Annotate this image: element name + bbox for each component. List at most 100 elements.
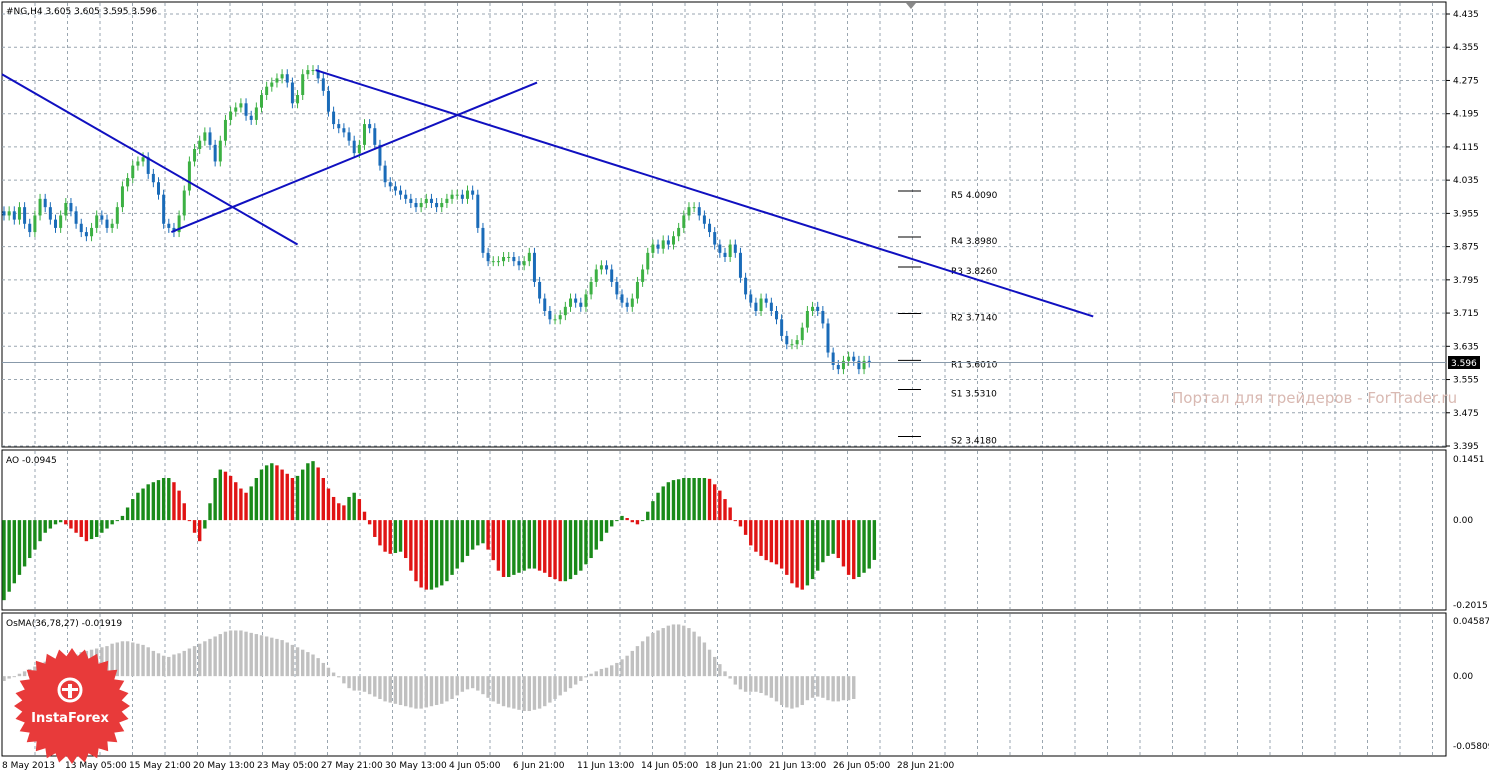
ao-bar — [594, 520, 598, 550]
osma-bar — [264, 636, 269, 677]
candle-body — [666, 240, 670, 245]
osma-bar — [491, 676, 495, 702]
ao-bar — [810, 520, 815, 580]
osma-bar — [115, 642, 119, 677]
ao-bar — [846, 520, 851, 575]
candle-body — [754, 302, 758, 311]
trendline[interactable] — [1, 73, 299, 246]
ao-bar — [136, 492, 140, 521]
ao-bar — [630, 520, 634, 523]
osma-bar — [702, 642, 707, 677]
candle-body — [841, 360, 845, 370]
osma-bar — [630, 650, 634, 677]
trendline[interactable] — [315, 69, 1094, 318]
osma-bar — [749, 676, 753, 692]
osma-bar — [841, 676, 846, 701]
ao-bar — [568, 520, 573, 580]
osma-bar — [208, 638, 212, 677]
osma-bar — [728, 676, 732, 679]
ao-bar — [404, 520, 408, 559]
ao-bar — [687, 477, 691, 521]
candle-body — [383, 165, 387, 183]
ao-bar — [182, 503, 186, 521]
osma-bar — [311, 654, 315, 677]
ao-bar — [28, 520, 32, 559]
candle-body — [326, 90, 330, 112]
osma-bar — [203, 641, 207, 677]
pivot-label: R4 3.8980 — [951, 237, 998, 247]
ao-bar — [718, 490, 722, 521]
trendline[interactable] — [170, 81, 538, 234]
osma-bar — [754, 676, 758, 692]
osma-bar — [419, 676, 423, 709]
ao-bar — [486, 520, 490, 550]
osma-bar — [414, 676, 418, 709]
pivot-label: S2 3.4180 — [951, 436, 997, 446]
candle-body — [543, 298, 547, 311]
price-tick-label: 3.395 — [1453, 442, 1479, 452]
candle-body — [821, 311, 825, 324]
candle-body — [301, 74, 305, 95]
time-tick-label: 4 Jun 05:00 — [449, 761, 501, 771]
osma-bar — [656, 630, 660, 677]
ao-bar — [512, 520, 516, 575]
osma-bar — [280, 640, 284, 677]
candle-body — [254, 107, 258, 120]
candle-body — [187, 161, 191, 191]
candle-body — [378, 144, 382, 166]
ao-bar — [43, 520, 47, 533]
osma-bar — [558, 676, 562, 696]
candle-body — [79, 223, 83, 233]
ao-bar — [692, 477, 696, 521]
chart-shift-marker[interactable] — [906, 3, 916, 9]
osma-bar — [275, 638, 279, 677]
candle-body — [296, 95, 300, 104]
price-tick-label: 3.795 — [1453, 276, 1479, 286]
osma-bar — [676, 624, 681, 677]
osma-bar — [7, 676, 11, 679]
ao-bar — [816, 520, 820, 571]
candle-body — [429, 198, 433, 203]
ao-bar — [779, 520, 784, 569]
osma-bar — [342, 676, 346, 684]
ao-bar — [161, 477, 166, 521]
ao-bar — [12, 520, 16, 584]
candle-body — [393, 186, 397, 191]
time-tick-label: 27 May 21:00 — [321, 761, 383, 771]
candle-body — [625, 302, 629, 307]
osma-bar — [244, 631, 248, 677]
ao-bar — [79, 520, 83, 537]
ao-bar — [795, 520, 799, 588]
candle-body — [718, 244, 722, 253]
ao-bar — [537, 520, 542, 571]
osma-bar — [779, 676, 784, 706]
time-tick-label: 30 May 13:00 — [385, 761, 447, 771]
candle-body — [831, 352, 835, 365]
osma-bar — [290, 644, 295, 677]
ao-bar — [89, 520, 94, 540]
brand-seal-shape — [14, 648, 130, 764]
price-tick-label: 3.955 — [1453, 209, 1479, 219]
ao-bar — [445, 520, 449, 582]
osma-bar — [434, 676, 439, 706]
osma-bar — [440, 676, 444, 704]
candle-body — [151, 173, 155, 183]
ao-bar — [311, 461, 315, 521]
candle-body — [641, 269, 645, 282]
price-tick-label: 4.115 — [1453, 143, 1479, 153]
candle-body — [708, 223, 712, 233]
candle-body — [599, 265, 603, 270]
osma-bar — [573, 676, 578, 685]
ao-bar — [671, 480, 676, 521]
osma-bar — [316, 658, 320, 677]
osma-bar — [337, 676, 341, 678]
candle-body — [275, 78, 279, 83]
ao-bar — [409, 520, 413, 571]
candle-body — [857, 360, 861, 370]
osma-bar — [161, 655, 166, 677]
candle-body — [594, 269, 598, 282]
ao-bar — [620, 515, 624, 521]
price-tick-label: 4.355 — [1453, 43, 1479, 53]
ao-bar — [146, 484, 150, 521]
osma-bar — [393, 676, 398, 704]
